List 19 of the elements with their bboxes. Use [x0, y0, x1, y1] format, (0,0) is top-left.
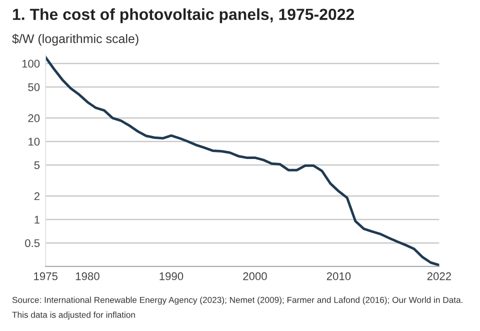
source-note: Source: International Renewable Energy Agency (2023); Nemet (2009); Farmer and Lafond (2016); Our World in Data.: [12, 296, 462, 305]
chart-title: 1. The cost of photovoltaic panels, 1975-2022: [13, 8, 354, 24]
x-tick-label: 2022: [427, 272, 451, 280]
x-tick-label: 1980: [76, 272, 100, 280]
x-tick-label: 2000: [243, 272, 267, 280]
y-tick-label: 5: [34, 161, 40, 170]
y-tick-label: 20: [28, 114, 40, 122]
line-series: [46, 56, 440, 266]
y-tick-label: 0.5: [25, 239, 40, 248]
y-tick-label: 1: [34, 216, 40, 224]
chart-subtitle: $/W (logarithmic scale): [12, 34, 138, 46]
x-tick-label: 1990: [160, 272, 184, 280]
text: This data is adjusted for inflation: [12, 312, 135, 320]
y-tick-label: 100: [22, 60, 40, 68]
y-tick-label: 10: [28, 138, 40, 146]
x-tick-label: 2010: [326, 272, 351, 280]
x-tick-label: 1975: [34, 272, 58, 280]
y-tick-label: 2: [34, 192, 40, 200]
y-tick-label: 50: [28, 83, 40, 92]
